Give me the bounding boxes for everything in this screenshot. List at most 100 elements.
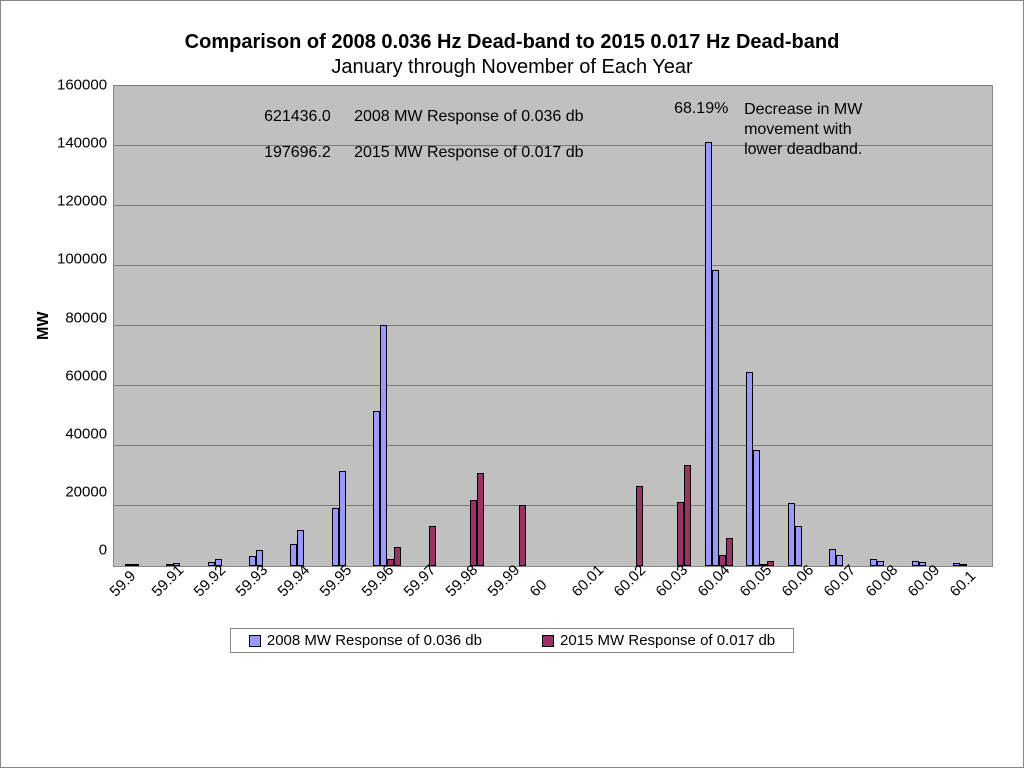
bar-2015 — [726, 538, 733, 567]
bar-2015 — [684, 465, 691, 566]
bar-2008 — [290, 544, 297, 567]
x-tick: 60.01 — [568, 583, 585, 600]
bar-2015 — [429, 526, 436, 566]
x-tick: 59.99 — [484, 583, 501, 600]
bar-2008 — [132, 564, 139, 566]
x-tick-group: 59.99 — [485, 567, 527, 584]
x-tick: 60.04 — [694, 583, 711, 600]
x-tick-group: 60.1 — [947, 567, 989, 584]
chart-title-sub: January through November of Each Year — [31, 56, 993, 79]
x-tick-group: 59.98 — [443, 567, 485, 584]
plot-wrap: MW 1600001400001200001000008000060000400… — [31, 85, 993, 567]
x-tick: 59.96 — [358, 583, 375, 600]
bar-2008 — [373, 411, 380, 566]
x-tick: 60 — [526, 583, 543, 600]
category — [947, 86, 988, 566]
bar-2008 — [712, 270, 719, 566]
category — [657, 86, 698, 566]
bar-2008 — [836, 555, 843, 566]
swatch-2015-icon — [542, 635, 554, 647]
y-tick: 160000 — [57, 78, 107, 93]
annot-percent: 68.19% — [674, 100, 728, 118]
legend-item-2015: 2015 MW Response of 0.017 db — [542, 632, 775, 649]
x-tick: 59.9 — [106, 583, 123, 600]
annot-note: Decrease in MW movement with lower deadb… — [744, 100, 894, 160]
x-tick: 60.06 — [778, 583, 795, 600]
x-tick: 59.98 — [442, 583, 459, 600]
y-tick: 40000 — [57, 426, 107, 441]
y-tick: 80000 — [57, 310, 107, 325]
bar-2008 — [912, 561, 919, 566]
bar-2008 — [953, 563, 960, 566]
bar-2008 — [788, 503, 795, 566]
x-tick-group: 60.07 — [821, 567, 863, 584]
bar-2008 — [870, 559, 877, 566]
bar-2008 — [339, 471, 346, 566]
x-tick: 59.92 — [190, 583, 207, 600]
y-tick: 0 — [57, 543, 107, 558]
x-tick-group: 59.94 — [275, 567, 317, 584]
x-tick-group: 59.95 — [317, 567, 359, 584]
legend: 2008 MW Response of 0.036 db 2015 MW Res… — [230, 628, 794, 653]
x-tick-group: 60.05 — [737, 567, 779, 584]
x-tick: 59.94 — [274, 583, 291, 600]
bar-2008 — [746, 372, 753, 566]
x-tick-group: 60 — [527, 567, 569, 584]
x-tick-group: 60.01 — [569, 567, 611, 584]
annot-2015-value: 197696.2 — [264, 144, 331, 162]
category — [159, 86, 200, 566]
x-tick: 60.02 — [610, 583, 627, 600]
bar-2008 — [829, 549, 836, 566]
x-tick: 60.1 — [946, 583, 963, 600]
chart-title-main: Comparison of 2008 0.036 Hz Dead-band to… — [31, 31, 993, 54]
x-tick: 59.97 — [400, 583, 417, 600]
x-tick-group: 59.9 — [107, 567, 149, 584]
y-tick: 100000 — [57, 252, 107, 267]
x-tick-group: 60.03 — [653, 567, 695, 584]
bar-2008 — [877, 561, 884, 566]
category — [905, 86, 946, 566]
x-tick: 60.07 — [820, 583, 837, 600]
x-tick-group: 59.91 — [149, 567, 191, 584]
bar-2008 — [960, 564, 967, 566]
bar-2015 — [477, 473, 484, 566]
bar-2015 — [636, 486, 643, 566]
bar-2015 — [767, 561, 774, 566]
legend-label-2008: 2008 MW Response of 0.036 db — [267, 632, 482, 649]
plot-area: 621436.0 2008 MW Response of 0.036 db 19… — [113, 85, 993, 567]
x-tick-group: 59.92 — [191, 567, 233, 584]
y-axis-label: MW — [31, 85, 57, 567]
x-tick-group: 60.09 — [905, 567, 947, 584]
x-axis: 59.959.9159.9259.9359.9459.9559.9659.975… — [103, 567, 993, 584]
x-tick: 59.93 — [232, 583, 249, 600]
bar-2008 — [795, 526, 802, 566]
category — [698, 86, 739, 566]
bar-2008 — [705, 142, 712, 566]
x-tick-group: 60.08 — [863, 567, 905, 584]
category — [615, 86, 656, 566]
x-tick: 60.03 — [652, 583, 669, 600]
x-tick: 60.09 — [904, 583, 921, 600]
x-tick: 60.08 — [862, 583, 879, 600]
x-tick: 60.05 — [736, 583, 753, 600]
bar-2015 — [519, 505, 526, 566]
y-tick: 20000 — [57, 484, 107, 499]
x-tick-group: 60.06 — [779, 567, 821, 584]
y-tick: 60000 — [57, 368, 107, 383]
x-tick: 59.95 — [316, 583, 333, 600]
y-tick: 140000 — [57, 136, 107, 151]
annot-2015-label: 2015 MW Response of 0.017 db — [354, 144, 583, 162]
x-tick-group: 59.96 — [359, 567, 401, 584]
annot-2008-value: 621436.0 — [264, 108, 331, 126]
legend-label-2015: 2015 MW Response of 0.017 db — [560, 632, 775, 649]
x-tick-group: 59.93 — [233, 567, 275, 584]
swatch-2008-icon — [249, 635, 261, 647]
category — [201, 86, 242, 566]
bar-2008 — [919, 562, 926, 566]
category — [118, 86, 159, 566]
x-tick: 59.91 — [148, 583, 165, 600]
bar-2008 — [380, 325, 387, 567]
x-tick-group: 60.04 — [695, 567, 737, 584]
y-tick: 120000 — [57, 194, 107, 209]
bar-2008 — [332, 508, 339, 566]
